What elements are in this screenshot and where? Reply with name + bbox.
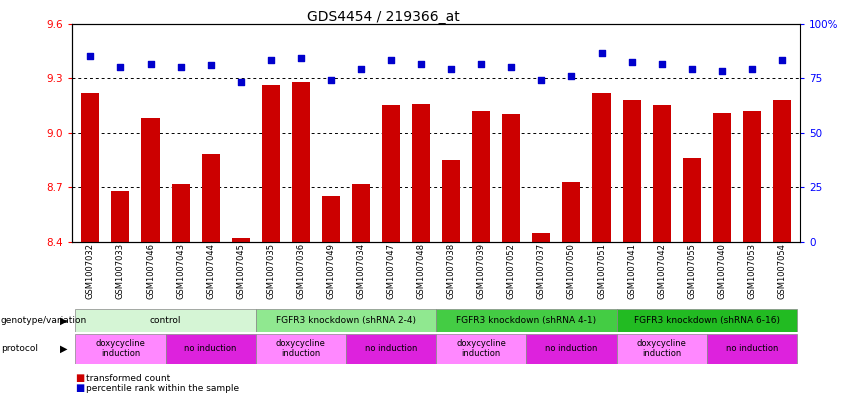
Point xyxy=(534,77,548,83)
Bar xyxy=(563,182,580,242)
Bar xyxy=(76,334,166,364)
Point xyxy=(685,66,699,72)
Text: protocol: protocol xyxy=(1,344,37,353)
Bar xyxy=(412,103,430,242)
Bar xyxy=(82,93,100,242)
Text: doxycycline
induction: doxycycline induction xyxy=(95,339,146,358)
Text: FGFR3 knockdown (shRNA 4-1): FGFR3 knockdown (shRNA 4-1) xyxy=(456,316,597,325)
Bar xyxy=(382,105,400,242)
Text: ▶: ▶ xyxy=(60,316,67,326)
Point xyxy=(505,64,518,70)
Bar xyxy=(526,334,616,364)
Text: FGFR3 knockdown (shRNA 6-16): FGFR3 knockdown (shRNA 6-16) xyxy=(634,316,780,325)
Point xyxy=(83,53,97,59)
Bar xyxy=(623,100,641,242)
Bar xyxy=(202,154,220,242)
Point xyxy=(775,57,789,63)
Point xyxy=(444,66,458,72)
Point xyxy=(114,64,128,70)
Point xyxy=(174,64,187,70)
Bar xyxy=(231,238,249,242)
Bar xyxy=(436,309,616,332)
Point xyxy=(474,61,488,67)
Bar xyxy=(166,334,256,364)
Text: ■: ■ xyxy=(75,383,84,393)
Bar xyxy=(743,111,761,242)
Text: FGFR3 knockdown (shRNA 2-4): FGFR3 knockdown (shRNA 2-4) xyxy=(276,316,416,325)
Bar xyxy=(653,105,671,242)
Bar xyxy=(436,334,526,364)
Bar xyxy=(172,184,190,242)
Point xyxy=(204,62,218,68)
Bar xyxy=(616,334,706,364)
Text: ■: ■ xyxy=(75,373,84,383)
Text: ▶: ▶ xyxy=(60,344,67,354)
Text: no induction: no induction xyxy=(365,344,417,353)
Point xyxy=(414,61,428,67)
Bar xyxy=(592,93,610,242)
Point xyxy=(324,77,338,83)
Point xyxy=(745,66,758,72)
Bar xyxy=(443,160,460,242)
Bar xyxy=(502,114,520,242)
Text: no induction: no induction xyxy=(726,344,778,353)
Text: transformed count: transformed count xyxy=(86,374,170,382)
Bar xyxy=(472,111,490,242)
Text: no induction: no induction xyxy=(185,344,237,353)
Bar xyxy=(713,113,731,242)
Text: GDS4454 / 219366_at: GDS4454 / 219366_at xyxy=(306,10,460,24)
Text: no induction: no induction xyxy=(545,344,597,353)
Point xyxy=(595,50,608,56)
Bar xyxy=(683,158,700,242)
Point xyxy=(564,73,578,79)
Text: control: control xyxy=(150,316,181,325)
Bar xyxy=(256,309,436,332)
Point xyxy=(625,59,638,65)
Point xyxy=(385,57,398,63)
Point xyxy=(294,55,308,61)
Bar xyxy=(76,309,256,332)
Text: percentile rank within the sample: percentile rank within the sample xyxy=(86,384,239,393)
Point xyxy=(264,57,277,63)
Text: doxycycline
induction: doxycycline induction xyxy=(456,339,506,358)
Bar xyxy=(256,334,346,364)
Point xyxy=(354,66,368,72)
Text: doxycycline
induction: doxycycline induction xyxy=(276,339,326,358)
Bar xyxy=(706,334,797,364)
Text: doxycycline
induction: doxycycline induction xyxy=(637,339,687,358)
Point xyxy=(234,79,248,85)
Text: genotype/variation: genotype/variation xyxy=(1,316,87,325)
Bar xyxy=(262,85,280,242)
Point xyxy=(715,68,728,74)
Bar xyxy=(533,233,551,242)
Bar xyxy=(292,82,310,242)
Point xyxy=(654,61,668,67)
Point xyxy=(144,61,157,67)
Bar xyxy=(322,196,340,242)
Bar xyxy=(352,184,370,242)
Bar xyxy=(141,118,159,242)
Bar xyxy=(773,100,791,242)
Bar xyxy=(111,191,129,242)
Bar xyxy=(346,334,436,364)
Bar xyxy=(616,309,797,332)
